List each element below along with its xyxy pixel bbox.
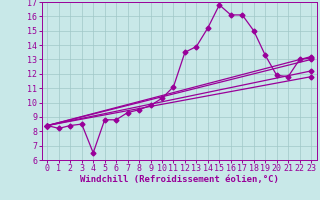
X-axis label: Windchill (Refroidissement éolien,°C): Windchill (Refroidissement éolien,°C) — [80, 175, 279, 184]
